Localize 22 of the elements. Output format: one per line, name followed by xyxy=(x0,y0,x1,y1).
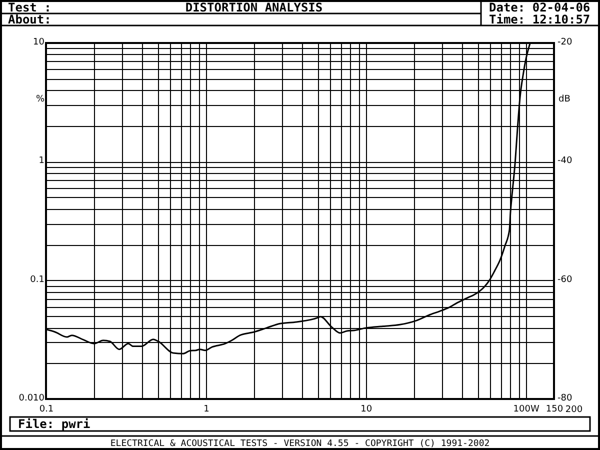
y2-tick-label: -80 xyxy=(558,394,572,404)
text: Date: 02-04-06 xyxy=(489,0,590,14)
y2-tick-label: -60 xyxy=(558,274,572,285)
text: About: xyxy=(8,12,52,26)
y2-tick-label: -20 xyxy=(558,38,572,48)
y-tick-label: 0.1 xyxy=(30,274,44,285)
chart-title: DISTORTION ANALYSIS xyxy=(185,0,323,14)
y-axis-title: % xyxy=(36,94,45,104)
x-tick-label: 10 xyxy=(360,404,372,414)
text: Test : xyxy=(8,0,52,14)
text: Time: 12:10:57 xyxy=(489,12,590,26)
x-tick-label: 100W xyxy=(513,404,540,414)
y-tick-label: 1 xyxy=(38,156,44,166)
text: ELECTRICAL & ACOUSTICAL TESTS - VERSION 4.55 - COPYRIGHT (C) 1991-2002 xyxy=(110,439,490,449)
text: 200 xyxy=(565,405,583,415)
y2-axis-title: dB xyxy=(558,94,570,104)
y2-tick-label: -40 xyxy=(558,156,572,166)
y-tick-label: 0.010 xyxy=(18,394,45,404)
x-tick-label: 150 xyxy=(546,404,564,414)
x-tick-label: 1 xyxy=(204,404,210,414)
y-tick-label: 10 xyxy=(33,38,45,48)
text: File: pwri xyxy=(18,417,90,431)
